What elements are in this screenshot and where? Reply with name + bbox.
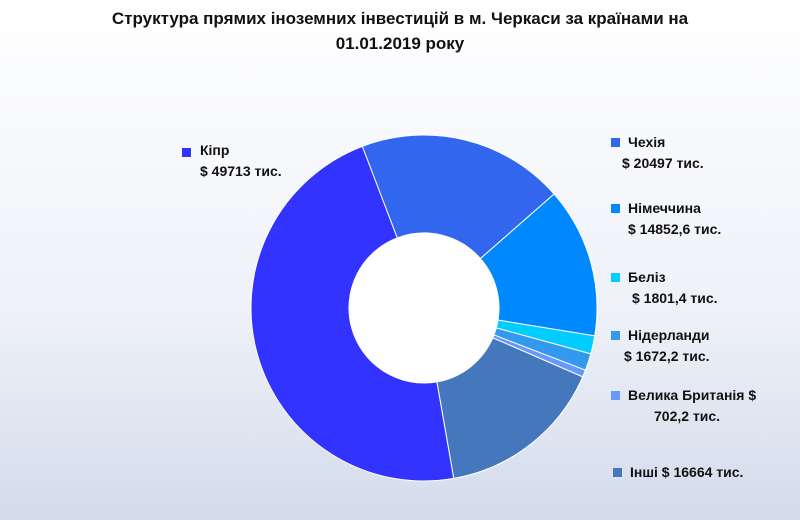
chart-title-line-2: 01.01.2019 року	[335, 34, 465, 53]
legend-marker	[611, 138, 620, 147]
legend-value: $ 1801,4 тис.	[632, 290, 718, 306]
chart-title: Структура прямих іноземних інвестицій в …	[0, 6, 800, 56]
legend-name: Кіпр	[200, 142, 230, 158]
donut-hole	[349, 233, 499, 383]
legend-name: Інші	[630, 464, 658, 480]
legend-marker	[611, 391, 620, 400]
legend-name: Беліз	[628, 269, 666, 285]
legend-value: 702,2 тис.	[654, 408, 721, 424]
legend-marker	[611, 331, 620, 340]
legend-entry-4: Нідерланди $ 1672,2 тис.	[611, 325, 710, 367]
legend-marker	[611, 204, 620, 213]
legend-name: Чехія	[628, 134, 666, 150]
legend-marker	[182, 148, 191, 157]
legend-name: Велика Британія $	[628, 387, 757, 403]
legend-entry-2: Німеччина $ 14852,6 тис.	[611, 198, 722, 240]
legend-value: $ 20497 тис.	[622, 155, 704, 171]
legend-entry-1: Чехія $ 20497 тис.	[611, 132, 704, 174]
legend-value: $ 1672,2 тис.	[624, 348, 710, 364]
legend-name: Нідерланди	[628, 327, 710, 343]
legend-entry-6: Інші $ 16664 тис.	[613, 462, 743, 483]
legend-marker	[613, 468, 622, 477]
chart-title-line-1: Структура прямих іноземних інвестицій в …	[111, 9, 689, 28]
legend-value: $ 14852,6 тис.	[628, 221, 722, 237]
legend-label: Інші $ 16664 тис.	[630, 462, 743, 483]
legend-entry-5: Велика Британія $ 702,2 тис.	[611, 385, 757, 427]
legend-entry-3: Беліз $ 1801,4 тис.	[611, 267, 718, 309]
legend-entry-0: Кіпр $ 49713 тис.	[182, 140, 282, 182]
legend-value: $ 16664 тис.	[657, 464, 744, 480]
legend-value: $ 49713 тис.	[200, 163, 282, 179]
legend-marker	[611, 273, 620, 282]
legend-name: Німеччина	[628, 200, 701, 216]
